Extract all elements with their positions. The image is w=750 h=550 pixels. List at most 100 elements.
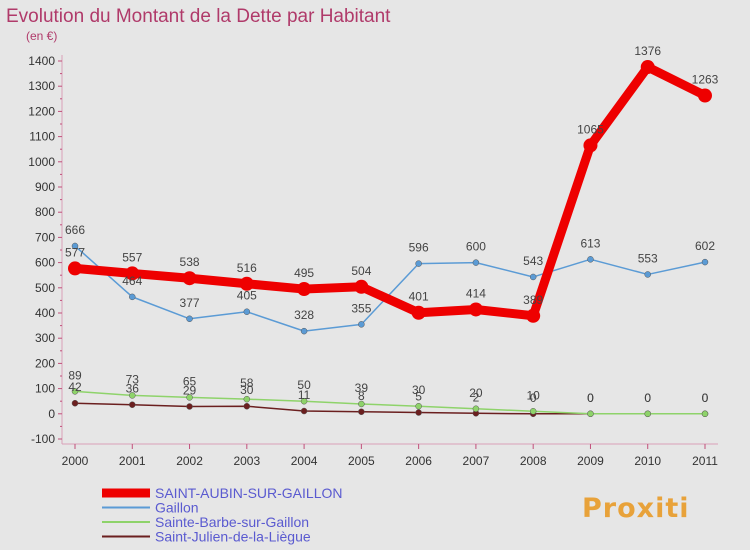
- data-label: 355: [351, 301, 371, 315]
- series-line-1: [74, 245, 706, 332]
- x-tick-label: 2006: [405, 454, 432, 468]
- data-point-1: [472, 259, 480, 266]
- data-label: 0: [644, 391, 651, 405]
- data-label: 538: [180, 255, 200, 269]
- data-label: 10: [527, 388, 541, 402]
- data-label: 613: [580, 236, 600, 250]
- data-label: 401: [409, 290, 429, 304]
- axes: -100010020030040050060070080090010001100…: [28, 54, 718, 468]
- data-label: 596: [409, 241, 429, 255]
- y-tick-label: 1000: [28, 155, 55, 169]
- data-label: 495: [294, 266, 314, 280]
- data-point-0: [182, 271, 197, 286]
- chart-title: Evolution du Montant de la Dette par Hab…: [6, 6, 391, 27]
- data-point-1: [300, 327, 308, 335]
- data-label: 0: [587, 391, 594, 405]
- y-tick-label: 200: [35, 356, 55, 370]
- data-point-3: [186, 403, 193, 410]
- data-point-1: [243, 308, 251, 315]
- data-point-0: [526, 308, 541, 323]
- data-point-2: [644, 410, 651, 418]
- data-point-3: [71, 399, 79, 407]
- data-point-2: [587, 410, 594, 418]
- data-label: 5: [415, 390, 422, 404]
- data-point-3: [415, 409, 422, 416]
- y-tick-label: 500: [35, 281, 55, 295]
- legend-label: SAINT-AUBIN-SUR-GAILLON: [155, 485, 342, 501]
- data-label: 0: [587, 391, 594, 405]
- data-label: 30: [412, 383, 426, 397]
- x-tick-label: 2010: [634, 454, 661, 468]
- data-point-2: [129, 392, 136, 399]
- y-tick-label: 1300: [28, 79, 55, 93]
- x-tick-label: 2000: [62, 454, 89, 468]
- data-label: 0: [702, 391, 709, 405]
- data-point-0: [239, 276, 254, 291]
- data-point-1: [186, 315, 193, 323]
- y-tick-label: -100: [31, 432, 55, 446]
- data-label: 389: [523, 293, 543, 307]
- data-label: 29: [183, 383, 197, 397]
- data-label: 2: [473, 390, 480, 404]
- data-point-0: [354, 279, 369, 294]
- data-point-0: [411, 305, 426, 320]
- data-point-1: [701, 258, 709, 266]
- data-point-0: [640, 60, 655, 75]
- data-label: 0: [644, 391, 651, 405]
- data-label: 8: [358, 389, 365, 403]
- data-label: 1376: [634, 44, 661, 58]
- data-label: 464: [122, 274, 142, 288]
- data-point-0: [468, 302, 483, 317]
- data-point-2: [529, 408, 537, 415]
- x-tick-label: 2003: [233, 454, 260, 468]
- data-label: 602: [695, 239, 715, 253]
- x-tick-label: 2002: [176, 454, 203, 468]
- data-label: 414: [466, 286, 486, 300]
- data-label: 557: [122, 250, 142, 264]
- data-point-3: [243, 402, 251, 410]
- y-tick-label: 400: [35, 306, 55, 320]
- data-point-2: [71, 388, 79, 395]
- data-label: 504: [351, 264, 371, 278]
- series-line-2: [74, 390, 706, 415]
- legend-label: Sainte-Barbe-sur-Gaillon: [155, 514, 309, 530]
- data-label: 73: [126, 372, 140, 386]
- x-tick-label: 2005: [348, 454, 375, 468]
- y-tick-label: 900: [35, 180, 55, 194]
- data-label: 1065: [577, 122, 604, 136]
- data-point-3: [358, 408, 365, 416]
- data-label: 58: [240, 376, 254, 390]
- data-point-0: [297, 282, 312, 297]
- data-label: 39: [355, 381, 369, 395]
- data-point-1: [529, 273, 537, 281]
- chart-unit-subtitle: (en €): [26, 29, 57, 43]
- x-tick-label: 2007: [463, 454, 490, 468]
- x-tick-label: 2004: [291, 454, 318, 468]
- data-label: 600: [466, 240, 486, 254]
- data-point-0: [68, 261, 82, 276]
- data-point-2: [415, 402, 422, 410]
- data-point-1: [71, 242, 79, 250]
- x-tick-label: 2008: [520, 454, 547, 468]
- data-label: 89: [68, 368, 82, 382]
- data-point-0: [125, 266, 140, 281]
- legend-label: Gaillon: [155, 500, 199, 516]
- x-tick-label: 2001: [119, 454, 146, 468]
- data-label: 405: [237, 289, 257, 303]
- data-point-2: [701, 410, 709, 418]
- data-label: 666: [65, 223, 85, 237]
- series-layer: [68, 60, 712, 418]
- data-label: 30: [240, 383, 254, 397]
- data-label: 1263: [692, 73, 719, 87]
- data-point-3: [129, 401, 136, 408]
- y-tick-label: 800: [35, 205, 55, 219]
- data-point-2: [243, 395, 251, 403]
- data-point-1: [358, 321, 365, 328]
- data-point-2: [186, 394, 193, 401]
- data-label: 20: [469, 386, 483, 400]
- data-label: 0: [702, 391, 709, 405]
- y-tick-label: 1100: [29, 130, 55, 144]
- y-tick-label: 100: [35, 382, 55, 396]
